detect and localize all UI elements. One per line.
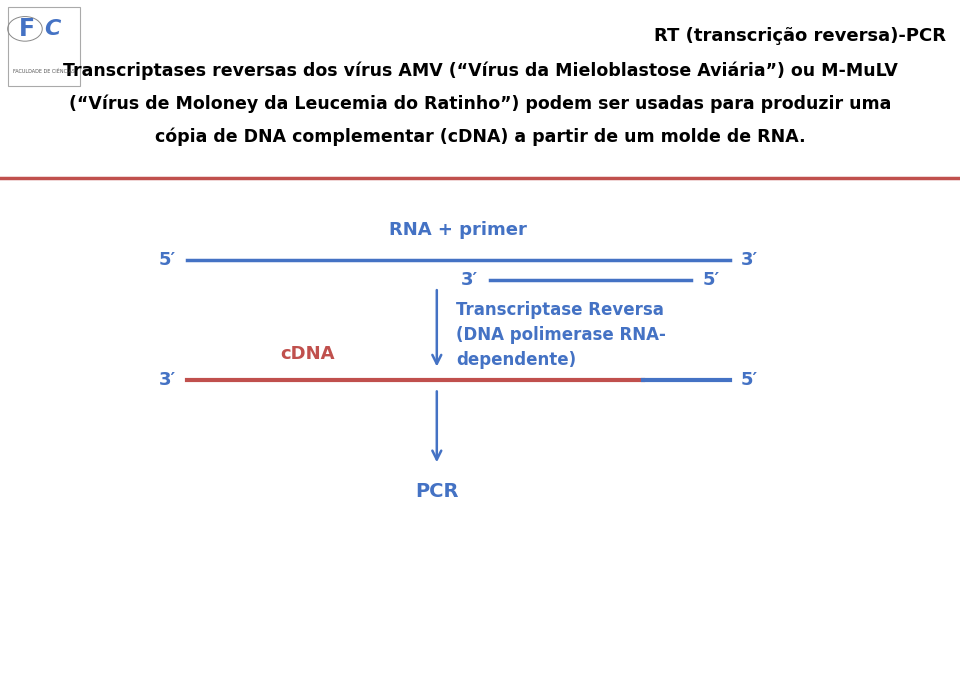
Text: 5′: 5′ — [158, 251, 176, 269]
Text: C: C — [44, 19, 60, 39]
Text: 5′: 5′ — [703, 272, 720, 289]
Text: RNA + primer: RNA + primer — [390, 222, 527, 239]
Text: F: F — [19, 17, 36, 41]
FancyBboxPatch shape — [8, 7, 80, 86]
Text: 3′: 3′ — [461, 272, 478, 289]
Text: cópia de DNA complementar (cDNA) a partir de um molde de RNA.: cópia de DNA complementar (cDNA) a parti… — [155, 127, 805, 146]
Text: RT (transcrição reversa)-PCR: RT (transcrição reversa)-PCR — [654, 27, 946, 45]
Text: 3′: 3′ — [741, 251, 758, 269]
Text: cDNA: cDNA — [280, 345, 334, 363]
Text: PCR: PCR — [415, 482, 459, 501]
Text: Transcriptases reversas dos vírus AMV (“Vírus da Mieloblastose Aviária”) ou M-Mu: Transcriptases reversas dos vírus AMV (“… — [62, 62, 898, 80]
Text: FACULDADE DE CIÊNCIAS: FACULDADE DE CIÊNCIAS — [12, 69, 75, 74]
Text: (“Vírus de Moloney da Leucemia do Ratinho”) podem ser usadas para produzir uma: (“Vírus de Moloney da Leucemia do Ratinh… — [69, 94, 891, 113]
Text: 3′: 3′ — [158, 371, 176, 389]
Text: Transcriptase Reversa
(DNA polimerase RNA-
dependente): Transcriptase Reversa (DNA polimerase RN… — [456, 301, 666, 369]
Text: 5′: 5′ — [741, 371, 758, 389]
